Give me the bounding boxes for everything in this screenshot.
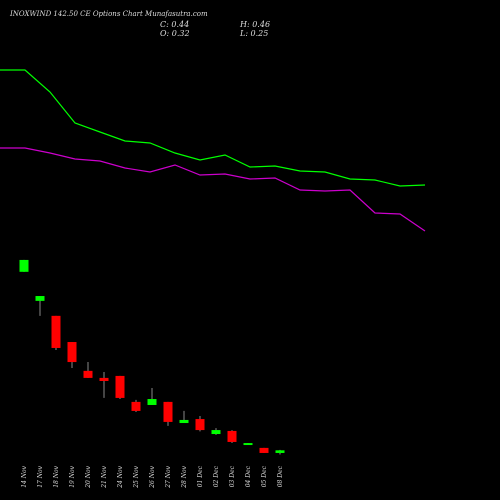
candle-body xyxy=(163,401,173,422)
x-tick-label: 21 Nov xyxy=(101,465,108,488)
line-series xyxy=(0,69,426,187)
x-tick-label: 20 Nov xyxy=(85,465,92,488)
x-tick-label: 17 Nov xyxy=(37,465,44,487)
candle-body xyxy=(179,419,189,424)
candle-body xyxy=(147,399,157,405)
candle-body xyxy=(83,370,93,378)
candle-body xyxy=(275,450,285,453)
candle-body xyxy=(35,296,45,301)
candle-body xyxy=(67,342,77,363)
x-tick-label: 28 Nov xyxy=(181,465,188,488)
x-tick-label: 04 Dec xyxy=(245,465,252,487)
candle-body xyxy=(227,430,237,442)
candle-body xyxy=(211,430,221,435)
candle-body xyxy=(243,443,253,446)
x-tick-label: 08 Dec xyxy=(277,465,284,487)
candle-body xyxy=(131,401,141,411)
x-tick-label: 27 Nov xyxy=(165,465,172,488)
candle-body xyxy=(19,259,29,272)
low-label: L: 0.25 xyxy=(239,29,268,38)
chart-title: INOXWIND 142.50 CE Options Chart Munafas… xyxy=(9,10,208,18)
high-label: H: 0.46 xyxy=(239,20,270,29)
candle-body xyxy=(115,375,125,398)
candle-body xyxy=(51,315,61,348)
candle-body xyxy=(259,447,269,453)
open-label: O: 0.32 xyxy=(160,29,190,38)
x-tick-label: 02 Dec xyxy=(213,465,220,487)
x-tick-label: 18 Nov xyxy=(53,465,60,487)
x-tick-label: 25 Nov xyxy=(133,465,140,488)
candle-body xyxy=(99,377,109,381)
x-tick-label: 05 Dec xyxy=(261,465,268,487)
candle-body xyxy=(195,419,205,431)
line-series xyxy=(0,147,426,232)
x-tick-label: 19 Nov xyxy=(69,465,76,487)
close-label: C: 0.44 xyxy=(160,20,189,29)
x-tick-label: 14 Nov xyxy=(21,465,28,487)
x-tick-label: 03 Dec xyxy=(229,465,236,487)
x-tick-label: 01 Dec xyxy=(197,465,204,487)
x-tick-label: 24 Nov xyxy=(117,465,124,488)
x-tick-label: 26 Nov xyxy=(149,465,156,488)
